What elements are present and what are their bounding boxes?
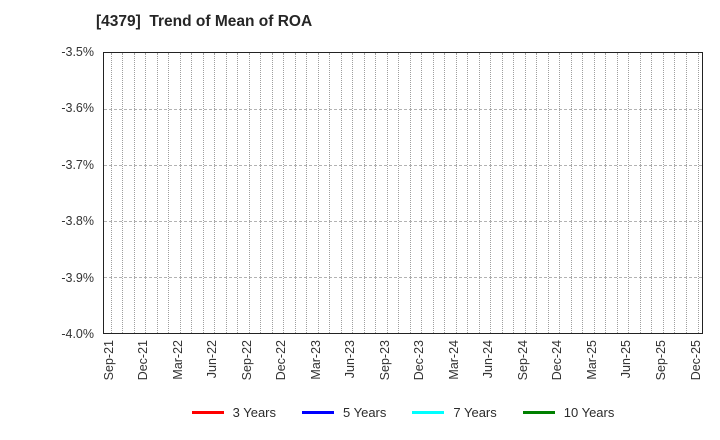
- vertical-gridline: [237, 53, 239, 333]
- legend-line-swatch: [302, 410, 334, 414]
- x-tick-label: Jun-23: [343, 340, 358, 379]
- vertical-gridline: [628, 53, 630, 333]
- vertical-gridline: [467, 53, 469, 333]
- vertical-gridline: [593, 53, 595, 333]
- x-tick-label: Jun-22: [205, 340, 220, 379]
- x-tick-label: Sep-21: [101, 340, 116, 381]
- legend-line-swatch: [522, 410, 555, 414]
- vertical-gridline: [605, 53, 607, 333]
- vertical-gridline: [363, 53, 365, 333]
- vertical-gridline: [432, 53, 434, 333]
- vertical-gridline: [409, 53, 411, 333]
- horizontal-gridline: [104, 165, 702, 166]
- horizontal-gridline: [104, 109, 702, 110]
- vertical-gridline: [524, 53, 526, 333]
- y-tick-label: -3.7%: [61, 157, 94, 172]
- vertical-gridline: [616, 53, 618, 333]
- vertical-gridline: [685, 53, 687, 333]
- legend-label: 3 Years: [232, 404, 276, 420]
- vertical-gridline: [179, 53, 181, 333]
- x-tick-label: Dec-22: [274, 340, 289, 381]
- x-tick-label: Mar-22: [170, 340, 185, 380]
- y-tick-label: -3.6%: [61, 101, 94, 116]
- vertical-gridline: [547, 53, 549, 333]
- legend-label: 7 Years: [453, 404, 497, 420]
- plot-area: [103, 52, 703, 334]
- vertical-gridline: [536, 53, 538, 333]
- vertical-gridline: [639, 53, 641, 333]
- vertical-gridline: [570, 53, 572, 333]
- vertical-gridline: [386, 53, 388, 333]
- x-tick-label: Sep-24: [515, 340, 530, 381]
- vertical-gridline: [478, 53, 480, 333]
- vertical-gridline: [145, 53, 147, 333]
- y-tick-label: -4.0%: [61, 327, 94, 341]
- legend-item: 3 Years: [191, 404, 276, 420]
- vertical-gridline: [329, 53, 331, 333]
- x-tick-label: Dec-21: [136, 340, 151, 381]
- vertical-gridline: [306, 53, 308, 333]
- vertical-gridline: [398, 53, 400, 333]
- vertical-gridline: [168, 53, 170, 333]
- vertical-gridline: [271, 53, 273, 333]
- x-tick-label: Jun-25: [619, 340, 634, 379]
- vertical-gridline: [662, 53, 664, 333]
- legend-item: 5 Years: [302, 405, 386, 420]
- vertical-gridline: [340, 53, 342, 333]
- x-tick-label: Dec-25: [688, 340, 703, 381]
- legend-item: 10 Years: [522, 404, 615, 420]
- chart-title: [4379] Trend of Mean of ROA: [96, 13, 313, 30]
- vertical-gridline: [421, 53, 423, 333]
- vertical-gridline: [501, 53, 503, 333]
- vertical-gridline: [110, 53, 112, 333]
- legend-line-swatch: [191, 410, 224, 414]
- vertical-gridline: [294, 53, 296, 333]
- legend-label: 5 Years: [343, 404, 387, 420]
- vertical-gridline: [582, 53, 584, 333]
- x-tick-label: Jun-24: [481, 340, 496, 379]
- x-tick-label: Mar-24: [446, 340, 461, 380]
- legend: 3 Years 5 Years 7 Years 10 Years: [103, 402, 703, 422]
- vertical-gridline: [191, 53, 193, 333]
- x-tick-label: Dec-23: [412, 340, 427, 381]
- vertical-gridline: [283, 53, 285, 333]
- vertical-gridline: [122, 53, 123, 333]
- vertical-gridline: [317, 53, 319, 333]
- vertical-gridline: [352, 53, 354, 333]
- vertical-gridline: [133, 53, 135, 333]
- vertical-gridline: [490, 53, 492, 333]
- y-tick-label: -3.8%: [61, 214, 94, 229]
- x-tick-label: Mar-25: [584, 340, 599, 380]
- vertical-gridline: [559, 53, 561, 333]
- vertical-gridline: [674, 53, 676, 333]
- x-tick-label: Sep-22: [239, 340, 254, 381]
- legend-label: 10 Years: [563, 404, 615, 420]
- legend-item: 7 Years: [412, 404, 497, 420]
- x-tick-label: Sep-23: [377, 340, 392, 381]
- x-tick-label: Sep-25: [653, 340, 668, 381]
- vertical-gridline: [697, 53, 699, 333]
- vertical-gridline: [513, 53, 515, 333]
- y-tick-label: -3.9%: [61, 270, 94, 285]
- vertical-gridline: [225, 53, 227, 333]
- vertical-gridline: [455, 53, 457, 333]
- y-tick-label: -3.5%: [61, 45, 94, 59]
- vertical-gridline: [651, 53, 653, 333]
- vertical-gridline: [202, 53, 204, 333]
- vertical-gridline: [248, 53, 250, 333]
- horizontal-gridline: [104, 277, 702, 278]
- horizontal-gridline: [104, 221, 702, 222]
- x-tick-label: Mar-23: [308, 340, 323, 380]
- vertical-gridline: [444, 53, 446, 333]
- vertical-gridline: [375, 53, 377, 333]
- legend-line-swatch: [412, 410, 445, 414]
- vertical-gridline: [156, 53, 158, 333]
- vertical-gridline: [260, 53, 262, 333]
- x-tick-label: Dec-24: [550, 340, 565, 381]
- vertical-gridline: [214, 53, 216, 333]
